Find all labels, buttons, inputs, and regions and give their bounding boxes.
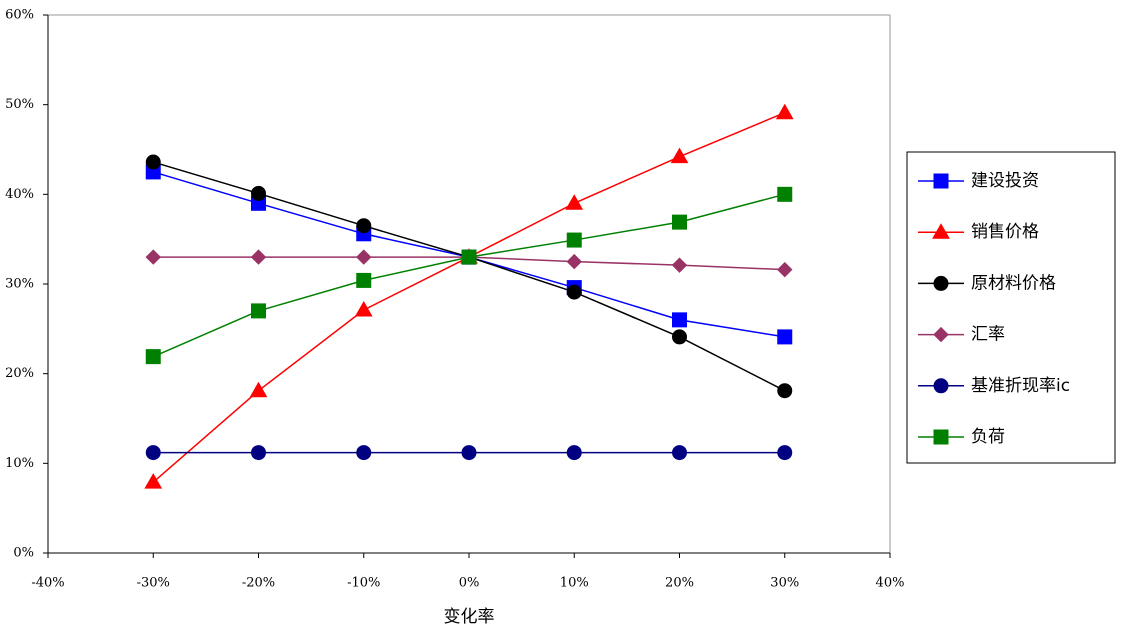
marker	[777, 445, 793, 461]
legend-label: 汇率	[971, 325, 1005, 345]
marker	[145, 249, 161, 265]
y-tick-label: 10%	[5, 456, 34, 471]
legend-marker	[933, 378, 949, 394]
legend-marker	[933, 173, 949, 189]
marker	[354, 300, 373, 317]
marker	[356, 249, 372, 265]
marker	[251, 185, 266, 201]
x-tick-label: -10%	[347, 576, 380, 591]
x-tick-label: 10%	[560, 576, 589, 591]
marker	[565, 194, 584, 210]
marker	[356, 272, 372, 288]
marker	[145, 349, 161, 365]
legend-label: 销售价格	[971, 222, 1039, 242]
marker	[356, 445, 372, 461]
legend-label: 基准折现率ic	[971, 376, 1070, 396]
marker	[777, 261, 793, 278]
x-tick-label: 0%	[459, 576, 480, 591]
marker	[672, 445, 687, 461]
marker	[566, 232, 582, 248]
legend-label: 原材料价格	[971, 273, 1056, 293]
marker	[356, 218, 372, 234]
x-tick-label: -20%	[242, 576, 275, 591]
legend-marker	[933, 429, 949, 445]
marker	[777, 186, 793, 202]
marker	[672, 214, 687, 230]
marker	[251, 303, 266, 319]
marker	[775, 103, 794, 120]
y-tick-label: 20%	[5, 366, 34, 381]
marker	[251, 445, 266, 461]
marker	[144, 473, 163, 489]
y-tick-label: 40%	[5, 187, 34, 202]
marker	[670, 147, 689, 164]
x-tick-label: -30%	[137, 576, 170, 591]
marker	[145, 445, 161, 461]
x-tick-label: 40%	[876, 576, 905, 591]
marker	[250, 249, 267, 265]
marker	[777, 329, 793, 345]
marker	[566, 253, 582, 270]
legend	[906, 151, 1116, 464]
marker	[777, 383, 793, 399]
series-line	[152, 193, 785, 358]
marker	[566, 284, 582, 300]
x-tick-label: -40%	[31, 576, 64, 591]
y-tick-label: 0%	[13, 546, 34, 561]
marker	[566, 445, 582, 461]
y-tick-label: 30%	[5, 277, 34, 292]
marker	[461, 445, 477, 461]
legend-marker	[932, 223, 950, 239]
x-tick-label: 30%	[770, 576, 799, 591]
marker	[671, 257, 688, 273]
legend-marker	[933, 326, 949, 343]
marker	[249, 381, 268, 398]
y-tick-label: 50%	[5, 97, 34, 112]
legend-marker	[933, 275, 949, 291]
series-line	[152, 112, 786, 483]
marker	[672, 329, 687, 345]
plot-frame	[47, 14, 891, 554]
marker	[672, 312, 687, 328]
legend-label: 负荷	[971, 427, 1005, 447]
x-tick-label: 20%	[665, 576, 694, 591]
y-tick-label: 60%	[5, 8, 34, 23]
x-axis-title: 变化率	[444, 607, 495, 627]
series-line	[153, 161, 786, 392]
marker	[145, 154, 161, 170]
marker	[461, 249, 477, 265]
legend-label: 建设投资	[971, 171, 1039, 191]
